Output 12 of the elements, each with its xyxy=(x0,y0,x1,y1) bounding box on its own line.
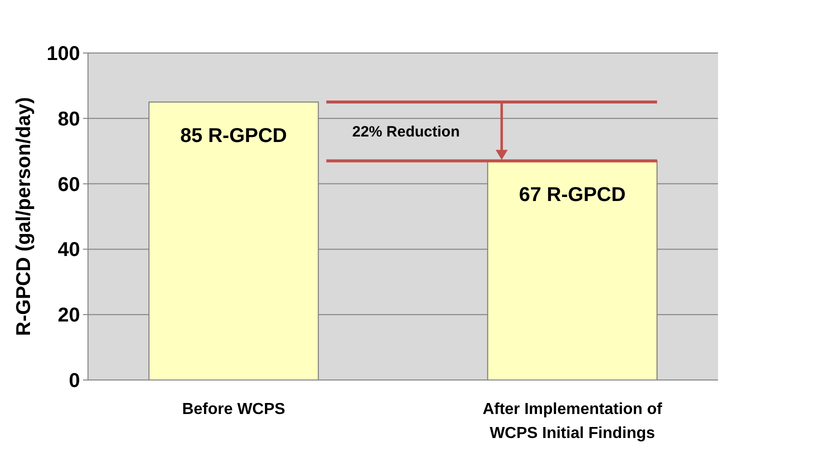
y-axis-title: R-GPCD (gal/person/day) xyxy=(13,97,35,336)
data-label: 67 R-GPCD xyxy=(519,184,626,206)
y-tick-label: 40 xyxy=(58,239,80,262)
annotation: 22% Reduction xyxy=(352,123,460,140)
y-tick-label: 0 xyxy=(68,370,80,392)
y-tick-label: 80 xyxy=(58,108,80,130)
data-label: 85 R-GPCD xyxy=(180,125,287,148)
y-tick-label: 20 xyxy=(58,304,80,327)
y-tick-label: 60 xyxy=(58,174,80,196)
x-tick-label: Before WCPS xyxy=(182,401,286,418)
y-tick-label: 100 xyxy=(46,43,80,65)
x-tick-label: After Implementation of WCPS Initial Findings xyxy=(482,401,663,442)
